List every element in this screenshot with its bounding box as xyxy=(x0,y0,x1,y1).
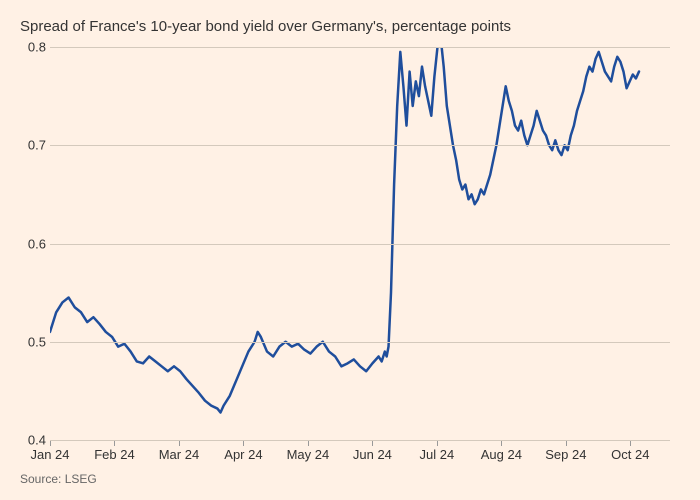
y-axis-label: 0.8 xyxy=(20,40,46,55)
x-axis-label: Sep 24 xyxy=(545,447,586,462)
x-axis-label: Jun 24 xyxy=(353,447,392,462)
x-axis-label: Jul 24 xyxy=(420,447,455,462)
grid-line xyxy=(50,145,670,146)
chart-source: Source: LSEG xyxy=(20,472,680,486)
x-axis-label: Oct 24 xyxy=(611,447,649,462)
y-axis-label: 0.6 xyxy=(20,236,46,251)
x-axis-label: Mar 24 xyxy=(159,447,199,462)
y-axis-label: 0.5 xyxy=(20,334,46,349)
y-axis-label: 0.4 xyxy=(20,433,46,448)
x-axis-label: May 24 xyxy=(287,447,330,462)
x-axis-label: Aug 24 xyxy=(481,447,522,462)
chart-subtitle: Spread of France's 10-year bond yield ov… xyxy=(20,18,680,35)
y-axis-label: 0.7 xyxy=(20,138,46,153)
grid-line xyxy=(50,244,670,245)
grid-line xyxy=(50,47,670,48)
chart-area: Jan 24Feb 24Mar 24Apr 24May 24Jun 24Jul … xyxy=(20,47,680,440)
x-axis-label: Feb 24 xyxy=(94,447,134,462)
x-axis-label: Apr 24 xyxy=(224,447,262,462)
x-axis-label: Jan 24 xyxy=(30,447,69,462)
grid-line xyxy=(50,342,670,343)
grid-line xyxy=(50,440,670,441)
